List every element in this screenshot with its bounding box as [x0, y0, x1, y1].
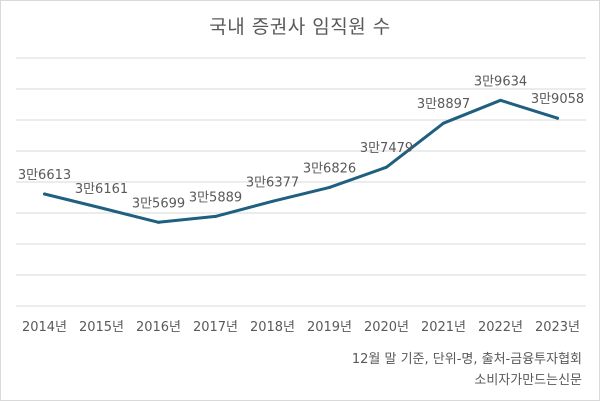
data-point: [385, 165, 388, 169]
data-label: 3만5889: [189, 190, 242, 205]
x-tick-label: 2018년: [250, 320, 295, 335]
x-tick-label: 2023년: [535, 320, 580, 335]
data-point: [214, 214, 217, 218]
chart-title: 국내 증권사 임직원 수: [209, 16, 391, 38]
x-tick-label: 2014년: [22, 320, 67, 335]
data-label: 3만6826: [303, 161, 356, 176]
data-point: [328, 185, 331, 189]
x-tick-label: 2021년: [421, 320, 466, 335]
x-tick-label: 2020년: [364, 320, 409, 335]
x-tick-label: 2015년: [79, 320, 124, 335]
data-label: 3만6613: [18, 168, 71, 183]
data-point: [556, 116, 559, 120]
data-label: 3만6161: [75, 182, 128, 197]
x-tick-label: 2019년: [307, 320, 352, 335]
data-label: 3만6377: [246, 175, 299, 190]
data-label: 3만9058: [531, 92, 584, 107]
series-line: [43, 98, 559, 224]
data-point: [43, 192, 46, 196]
data-label: 3만8897: [417, 97, 470, 112]
data-label: 3만9634: [474, 74, 527, 89]
data-point: [271, 199, 274, 203]
data-label: 3만5699: [132, 196, 185, 211]
data-point: [499, 98, 502, 102]
x-tick-label: 2016년: [136, 320, 181, 335]
data-point: [157, 220, 160, 224]
data-point: [442, 121, 445, 125]
x-tick-label: 2017년: [193, 320, 238, 335]
data-label: 3만7479: [360, 141, 413, 156]
source-note: 12월 말 기준, 단위-명, 출처-금융투자협회: [351, 352, 582, 367]
x-tick-label: 2022년: [478, 320, 523, 335]
data-point: [100, 206, 103, 210]
publisher-note: 소비자가만드는신문: [474, 373, 582, 388]
